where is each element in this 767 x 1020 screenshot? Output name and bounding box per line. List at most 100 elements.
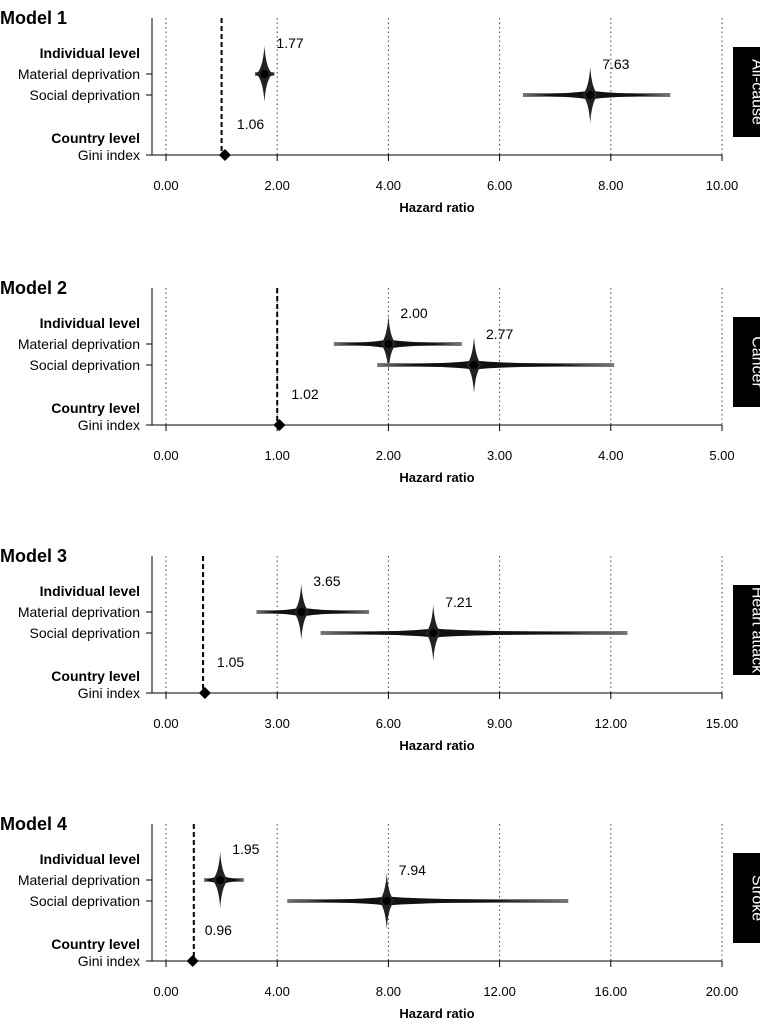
diamond-marker [218, 149, 231, 161]
x-tick-label: 4.00 [376, 178, 401, 193]
ci-taper [287, 896, 569, 906]
x-tick-label: 0.00 [153, 178, 178, 193]
x-tick-label: 0.00 [153, 716, 178, 731]
x-tick-label: 2.00 [265, 178, 290, 193]
ci-taper [333, 339, 462, 349]
hr-marker [204, 852, 244, 908]
x-tick-label: 5.00 [709, 448, 734, 463]
outcome-box: Heart attack [733, 585, 766, 675]
x-tick-label: 4.00 [265, 984, 290, 999]
hr-value-label: 7.94 [399, 862, 426, 878]
panel-model-4: Model 4 0.00 4.00 8.00 12.00 16.00 20.00 Hazard… [0, 814, 766, 1020]
hr-value-label: 1.05 [217, 654, 244, 670]
x-axis-label: Hazard ratio [399, 1006, 474, 1020]
diamond-marker [186, 955, 199, 967]
point-estimate [586, 91, 595, 99]
panel-title: Model 2 [0, 278, 67, 298]
panel-title: Model 3 [0, 546, 67, 566]
row-label: Social deprivation [29, 357, 140, 373]
row-label: Social deprivation [29, 893, 140, 909]
x-tick-label: 8.00 [376, 984, 401, 999]
hr-value-label: 2.00 [400, 305, 427, 321]
x-axis-label: Hazard ratio [399, 738, 474, 753]
diamond-marker [198, 687, 211, 699]
hr-marker [333, 316, 462, 372]
outcome-box-bg [733, 317, 760, 407]
x-tick-label: 8.00 [598, 178, 623, 193]
hr-value-label: 1.06 [237, 116, 264, 132]
x-tick-label: 15.00 [706, 716, 739, 731]
x-tick-label: 12.00 [595, 716, 628, 731]
hr-marker [218, 149, 231, 161]
row-label: Material deprivation [18, 66, 140, 82]
point-estimate [382, 897, 391, 905]
outcome-box: Cancer [733, 317, 766, 407]
diamond-marker [273, 419, 286, 431]
ci-taper [256, 607, 370, 617]
outcome-box: All-cause [733, 47, 766, 137]
point-estimate [384, 340, 393, 348]
panel-title: Model 1 [0, 8, 67, 28]
outcome-box-bg [733, 47, 760, 137]
row-label: Gini index [78, 417, 140, 433]
row-label: Gini index [78, 953, 140, 969]
x-tick-label: 16.00 [595, 984, 628, 999]
x-axis-label: Hazard ratio [399, 470, 474, 485]
outcome-label: Stroke [749, 875, 766, 921]
row-label: Material deprivation [18, 336, 140, 352]
x-tick-label: 9.00 [487, 716, 512, 731]
hr-marker [320, 605, 628, 661]
ci-taper [320, 628, 628, 638]
panel-model-2: Model 2 0.00 1.00 2.00 3.00 4.00 5.00 Hazard ra… [0, 278, 766, 485]
hr-value-label: 7.21 [445, 594, 472, 610]
point-estimate [470, 361, 479, 369]
hr-marker [522, 67, 671, 123]
hr-marker [287, 873, 569, 929]
x-tick-label: 10.00 [706, 178, 739, 193]
group-label-individual: Individual level [40, 583, 140, 599]
point-estimate [216, 876, 225, 884]
x-tick-label: 0.00 [153, 984, 178, 999]
outcome-label: Cancer [749, 336, 766, 388]
hr-value-label: 3.65 [313, 573, 340, 589]
point-estimate [429, 629, 438, 637]
x-tick-label: 6.00 [487, 178, 512, 193]
x-tick-label: 3.00 [265, 716, 290, 731]
x-tick-label: 6.00 [376, 716, 401, 731]
hr-value-label: 1.95 [232, 841, 259, 857]
outcome-label: Heart attack [749, 587, 766, 674]
outcome-label: All-cause [749, 59, 766, 125]
hr-marker [377, 337, 615, 393]
row-label: Material deprivation [18, 872, 140, 888]
group-label-country: Country level [51, 400, 140, 416]
outcome-box: Stroke [733, 853, 766, 943]
hr-value-label: 1.02 [291, 386, 318, 402]
x-tick-label: 1.00 [265, 448, 290, 463]
hr-marker [254, 46, 275, 102]
x-tick-label: 4.00 [598, 448, 623, 463]
hr-value-label: 0.96 [205, 922, 232, 938]
hr-marker [198, 687, 211, 699]
group-label-individual: Individual level [40, 45, 140, 61]
group-label-country: Country level [51, 936, 140, 952]
panel-model-1: Model 1 0.00 2.00 4.00 6.00 8.00 10.00 Hazard r… [0, 8, 766, 215]
panel-model-3: Model 3 0.00 3.00 6.00 9.00 12.00 15.00 Hazard … [0, 546, 766, 753]
row-label: Social deprivation [29, 87, 140, 103]
x-tick-label: 12.00 [483, 984, 516, 999]
hr-value-label: 2.77 [486, 326, 513, 342]
group-label-country: Country level [51, 668, 140, 684]
hr-marker [273, 419, 286, 431]
group-label-individual: Individual level [40, 315, 140, 331]
hr-value-label: 7.63 [602, 56, 629, 72]
row-label: Gini index [78, 147, 140, 163]
outcome-box-bg [733, 585, 760, 675]
group-label-individual: Individual level [40, 851, 140, 867]
row-label: Social deprivation [29, 625, 140, 641]
x-axis-label: Hazard ratio [399, 200, 474, 215]
x-tick-label: 0.00 [153, 448, 178, 463]
row-label: Material deprivation [18, 604, 140, 620]
hr-marker [256, 584, 370, 640]
hr-value-label: 1.77 [276, 35, 303, 51]
ci-taper [377, 360, 615, 370]
